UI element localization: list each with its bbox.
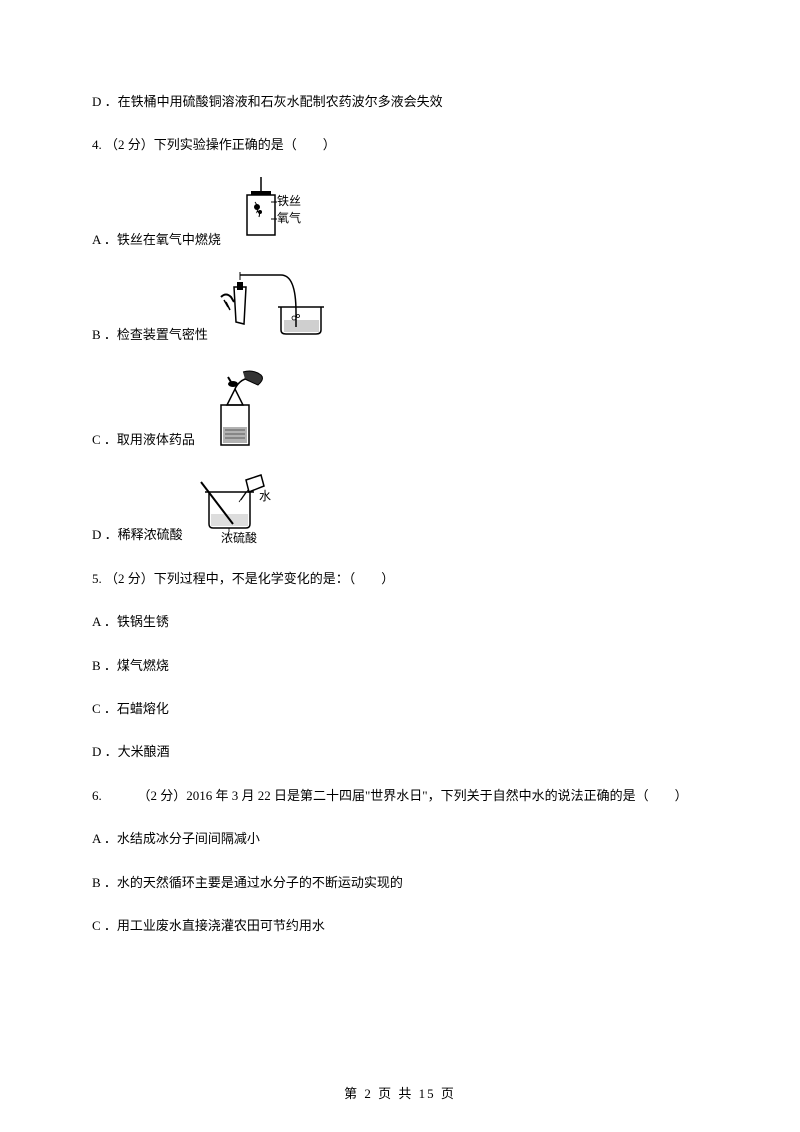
q5-option-c: C ．石蜡熔化 [50,697,720,720]
q6-option-a: A ．水结成冰分子间间隔减小 [50,827,720,850]
diagram-airtight-check-icon [216,272,346,347]
text: A ．铁锅生锈 [92,614,169,629]
q5-option-b: B ．煤气燃烧 [50,654,720,677]
text: D ．在铁桶中用硫酸铜溶液和石灰水配制农药波尔多液会失效 [92,94,443,109]
text: C ．用工业废水直接浇灌农田可节约用水 [92,918,325,933]
diagram-iron-burning-icon: 铁丝 氧气 [229,177,304,252]
svg-text:水: 水 [259,489,271,503]
page-number: 第 2 页 共 15 页 [344,1086,456,1101]
q4-option-a: A ．铁丝在氧气中燃烧 铁丝 氧气 [50,177,720,252]
document-content: D ．在铁桶中用硫酸铜溶液和石灰水配制农药波尔多液会失效 4. （2 分）下列实… [50,90,720,937]
page-footer: 第 2 页 共 15 页 [0,1083,800,1102]
diagram-dilute-acid-icon: 水 浓硫酸 [191,472,296,547]
svg-text:氧气: 氧气 [277,210,301,225]
text: 5. （2 分）下列过程中，不是化学变化的是：（ ） [92,571,394,586]
q6-stem: 6. （2 分）2016 年 3 月 22 日是第二十四届"世界水日"，下列关于… [50,784,720,807]
text: 6. （2 分）2016 年 3 月 22 日是第二十四届"世界水日"，下列关于… [92,784,720,807]
text: 4. （2 分）下列实验操作正确的是（ ） [92,137,336,152]
text: D ．大米酿酒 [92,744,170,759]
q4-option-c: C ．取用液体药品 [50,367,720,452]
svg-text:浓硫酸: 浓硫酸 [221,530,257,545]
diagram-liquid-reagent-icon [203,367,278,452]
q4-option-b: B ．检查装置气密性 [50,272,720,347]
text: A ．水结成冰分子间间隔减小 [92,831,260,846]
text: B ．煤气燃烧 [92,658,169,673]
q5-option-d: D ．大米酿酒 [50,740,720,763]
svg-text:铁丝: 铁丝 [277,194,301,208]
q6-option-c: C ．用工业废水直接浇灌农田可节约用水 [50,914,720,937]
text: D ．稀释浓硫酸 [92,523,183,546]
q5-option-a: A ．铁锅生锈 [50,610,720,633]
text: C ．石蜡熔化 [92,701,169,716]
q5-stem: 5. （2 分）下列过程中，不是化学变化的是：（ ） [50,567,720,590]
text: C ．取用液体药品 [92,428,195,451]
q6-option-b: B ．水的天然循环主要是通过水分子的不断运动实现的 [50,871,720,894]
text: B ．水的天然循环主要是通过水分子的不断运动实现的 [92,875,403,890]
q4-stem: 4. （2 分）下列实验操作正确的是（ ） [50,133,720,156]
text: A ．铁丝在氧气中燃烧 [92,228,221,251]
text: B ．检查装置气密性 [92,323,208,346]
q4-option-d: D ．稀释浓硫酸 水 浓硫酸 [50,472,720,547]
q3-option-d: D ．在铁桶中用硫酸铜溶液和石灰水配制农药波尔多液会失效 [50,90,720,113]
